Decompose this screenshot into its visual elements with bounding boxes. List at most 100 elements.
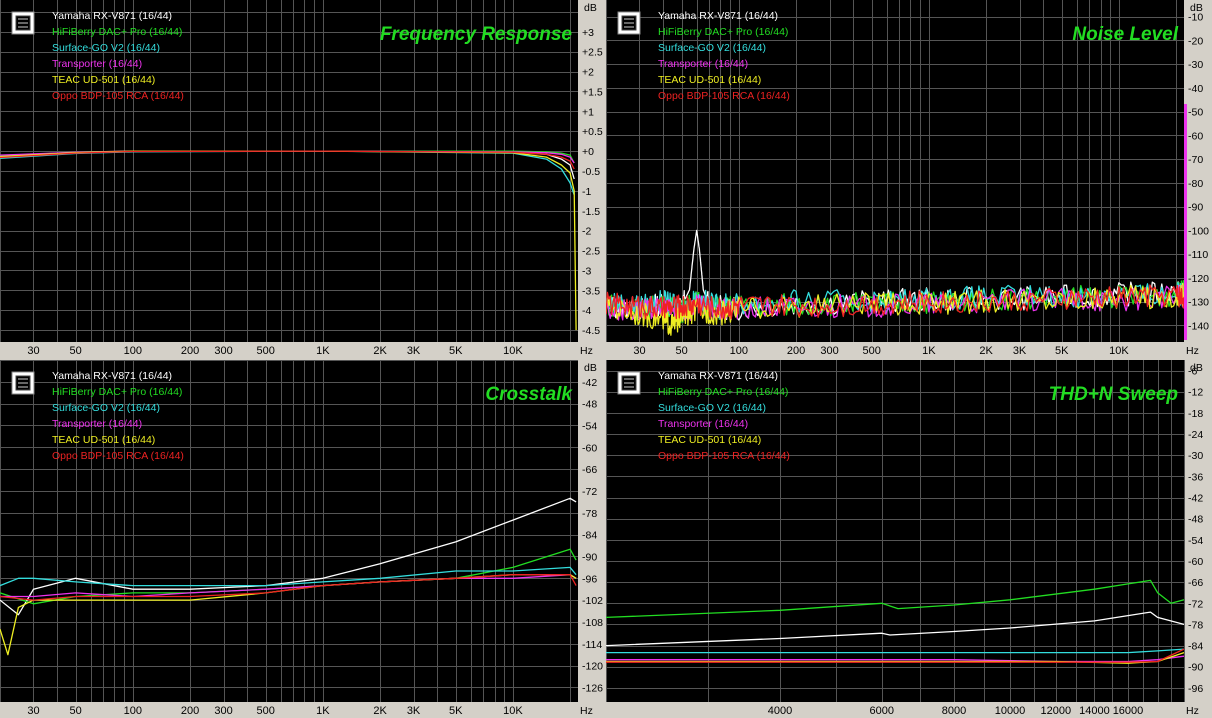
y-tick-label: -30	[1188, 59, 1203, 71]
x-unit-label: Hz	[1186, 705, 1199, 717]
x-tick-label: 2K	[373, 345, 387, 357]
legend-entry: HiFiBerry DAC+ Pro (16/44)	[658, 386, 788, 398]
legend-toggle-icon[interactable]	[11, 371, 35, 395]
x-tick-label: 8000	[942, 705, 966, 717]
y-tick-label: -18	[1188, 408, 1203, 420]
x-tick-label: 4000	[768, 705, 792, 717]
x-tick-label: 50	[676, 345, 688, 357]
legend-entry: Transporter (16/44)	[52, 58, 142, 70]
legend-toggle-icon[interactable]	[617, 371, 641, 395]
y-tick-label: -50	[1188, 107, 1203, 119]
x-tick-label: 30	[27, 705, 39, 717]
y-tick-label: -48	[1188, 514, 1203, 526]
plot-area	[606, 360, 1184, 702]
y-tick-label: +3	[582, 27, 594, 39]
x-unit-label: Hz	[580, 705, 593, 717]
legend-entry: Yamaha RX-V871 (16/44)	[52, 10, 172, 22]
y-tick-label: -3	[582, 265, 591, 277]
y-tick-label: -0.5	[582, 166, 600, 178]
y-unit-label: dB	[1190, 2, 1203, 14]
x-tick-label: 10K	[503, 345, 523, 357]
legend-entry: Yamaha RX-V871 (16/44)	[658, 10, 778, 22]
x-tick-label: 6000	[870, 705, 894, 717]
x-tick-label: 1K	[922, 345, 936, 357]
x-tick-label: 5K	[449, 345, 463, 357]
series-line	[606, 611, 1185, 647]
legend-entry: Transporter (16/44)	[658, 58, 748, 70]
x-tick-label: 2K	[373, 705, 387, 717]
thdn-sweep-chart: -6 -12 -18 -24 -30 -36 -42 -48 -54 -60 -66 -72 -78 -8…	[606, 360, 1203, 717]
y-tick-label: -90	[1188, 662, 1203, 674]
x-tick-label: 3K	[407, 345, 421, 357]
x-tick-label: 3K	[407, 705, 421, 717]
y-tick-label: -4.5	[582, 325, 600, 337]
y-tick-label: -3.5	[582, 285, 600, 297]
y-tick-label: -60	[582, 442, 597, 454]
thdn-sweep-panel: -6 -12 -18 -24 -30 -36 -42 -48 -54 -60 -66 -72 -78 -8…	[606, 360, 1212, 718]
legend-toggle-icon[interactable]	[617, 11, 641, 35]
y-tick-label: -60	[1188, 556, 1203, 568]
y-tick-label: -2.5	[582, 246, 600, 258]
x-tick-label: 200	[181, 345, 199, 357]
x-tick-label: 5K	[1055, 345, 1069, 357]
y-unit-label: dB	[584, 2, 597, 14]
grid	[606, 0, 1184, 342]
series-line	[0, 150, 575, 170]
y-tick-label: -100	[1188, 225, 1209, 237]
y-unit-label: dB	[1190, 362, 1203, 374]
series-line	[606, 281, 1185, 319]
y-tick-label: -108	[582, 617, 603, 629]
chart-title: Crosstalk	[485, 384, 573, 405]
noise-level-panel: -10 -20 -30 -40 -50 -60 -70 -80 -90 -100 -110 -120 -…	[606, 0, 1212, 358]
y-tick-label: -12	[1188, 387, 1203, 399]
x-tick-label: 16000	[1113, 705, 1144, 717]
y-tick-label: -24	[1188, 429, 1203, 441]
series-line	[0, 574, 577, 598]
x-tick-label: 500	[256, 345, 274, 357]
y-tick-label: -70	[1188, 154, 1203, 166]
chart-title: Frequency Response	[380, 24, 573, 45]
frequency-response-chart: +3 +2.5 +2 +1.5 +1 +0.5 +0 -0.5 -1 -1.5 -2 -2.5 -3 -3…	[0, 0, 603, 357]
x-tick-label: 300	[214, 705, 232, 717]
y-tick-label: +0.5	[582, 126, 603, 138]
y-tick-label: -54	[582, 420, 597, 432]
x-tick-label: 10000	[995, 705, 1026, 717]
y-tick-label: -40	[1188, 83, 1203, 95]
y-tick-label: -130	[1188, 297, 1209, 309]
legend-entry: Transporter (16/44)	[658, 418, 748, 430]
x-unit-label: Hz	[1186, 345, 1199, 357]
y-tick-label: +1.5	[582, 86, 603, 98]
y-tick-label: -80	[1188, 178, 1203, 190]
x-tick-label: 30	[27, 345, 39, 357]
x-tick-label: 12000	[1040, 705, 1071, 717]
y-tick-label: -110	[1188, 249, 1208, 261]
x-tick-label: 30	[633, 345, 645, 357]
y-tick-label: -120	[1188, 273, 1209, 285]
y-tick-label: +2	[582, 67, 594, 79]
legend-entry: Oppo BDP-105 RCA (16/44)	[658, 90, 790, 102]
frequency-response-panel: +3 +2.5 +2 +1.5 +1 +0.5 +0 -0.5 -1 -1.5 -2 -2.5 -3 -3…	[0, 0, 604, 358]
y-tick-label: -4	[582, 305, 591, 317]
legend-toggle-icon[interactable]	[11, 11, 35, 35]
legend-entry: Surface-GO V2 (16/44)	[658, 402, 766, 414]
x-tick-label: 300	[214, 345, 232, 357]
chart-title: THD+N Sweep	[1049, 384, 1178, 405]
y-tick-label: -36	[1188, 471, 1203, 483]
y-tick-label: -90	[1188, 202, 1203, 214]
y-tick-label: -30	[1188, 450, 1203, 462]
y-tick-label: -114	[582, 639, 602, 651]
x-tick-label: 1K	[316, 345, 330, 357]
legend-entry: HiFiBerry DAC+ Pro (16/44)	[52, 386, 182, 398]
x-tick-label: 300	[820, 345, 838, 357]
y-tick-label: -1.5	[582, 206, 600, 218]
legend-entry: Yamaha RX-V871 (16/44)	[658, 370, 778, 382]
y-tick-label: +0	[582, 146, 594, 158]
x-tick-label: 1K	[316, 705, 330, 717]
y-unit-label: dB	[584, 362, 597, 374]
y-tick-label: -78	[1188, 619, 1203, 631]
grid	[606, 360, 1185, 702]
x-tick-label: 100	[124, 345, 142, 357]
legend-entry: HiFiBerry DAC+ Pro (16/44)	[658, 26, 788, 38]
y-tick-label: -84	[1188, 641, 1203, 653]
x-tick-label: 50	[70, 345, 82, 357]
